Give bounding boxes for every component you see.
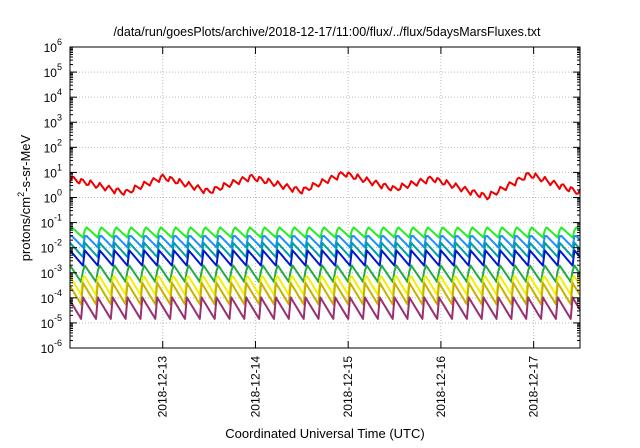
y-tick-base: 10 [44, 192, 58, 206]
series-line-0 [69, 171, 581, 201]
x-tick-label: 2018-12-16 [434, 356, 448, 418]
y-tick-exp: 6 [57, 37, 62, 47]
y-tick-base: 10 [41, 242, 55, 256]
series-line-3 [69, 241, 581, 259]
y-tick-exp: -5 [54, 313, 62, 323]
y-tick-exp: 4 [57, 87, 62, 97]
y-tick-exp: 0 [57, 188, 62, 198]
y-tick-base: 10 [41, 342, 55, 356]
y-axis: 10610510410310210110010-110-210-310-410-… [41, 37, 580, 356]
y-tick-label: 10-3 [41, 263, 62, 281]
series-line-1 [69, 226, 581, 239]
y-tick-base: 10 [44, 91, 58, 105]
x-tick-label: 2018-12-15 [341, 356, 355, 418]
chart-title: /data/run/goesPlots/archive/2018-12-17/1… [113, 25, 541, 39]
y-tick-label: 10-2 [41, 238, 62, 256]
y-tick-exp: -2 [54, 238, 62, 248]
y-axis-label-sup: 2 [16, 192, 26, 197]
y-tick-base: 10 [44, 66, 58, 80]
y-tick-base: 10 [41, 267, 55, 281]
y-tick-label: 10-4 [41, 288, 62, 306]
series-line-6 [69, 275, 581, 296]
y-tick-base: 10 [44, 41, 58, 55]
y-tick-label: 10-5 [41, 313, 62, 331]
y-tick-label: 105 [44, 62, 62, 80]
y-tick-base: 10 [41, 317, 55, 331]
y-axis-label: protons/cm2-s-sr-MeV [16, 134, 33, 261]
y-tick-exp: -6 [54, 338, 62, 348]
y-tick-exp: -4 [54, 288, 62, 298]
x-tick-label: 2018-12-14 [248, 356, 262, 418]
series-line-2 [69, 235, 581, 249]
y-tick-exp: 2 [57, 137, 62, 147]
y-axis-label-rest: -s-sr-MeV [18, 134, 33, 191]
series-layer [69, 171, 581, 320]
y-tick-label: 100 [44, 188, 62, 206]
y-tick-exp: -1 [54, 213, 62, 223]
y-tick-label: 10-6 [41, 338, 62, 356]
y-tick-base: 10 [44, 166, 58, 180]
x-tick-label: 2018-12-17 [527, 356, 541, 418]
series-line-4 [69, 249, 581, 267]
y-tick-label: 101 [44, 162, 62, 180]
y-tick-label: 102 [44, 137, 62, 155]
series-line-8 [69, 296, 581, 320]
y-tick-exp: -3 [54, 263, 62, 273]
y-tick-exp: 3 [57, 112, 62, 122]
y-tick-label: 106 [44, 37, 62, 55]
y-tick-label: 10-1 [41, 213, 62, 231]
series-line-7 [69, 281, 581, 306]
y-tick-base: 10 [44, 141, 58, 155]
y-axis-label-main: protons/cm [18, 197, 33, 261]
x-axis-label: Coordinated Universal Time (UTC) [225, 426, 424, 441]
series-line-5 [69, 264, 581, 283]
y-tick-base: 10 [41, 217, 55, 231]
y-tick-label: 103 [44, 112, 62, 130]
y-tick-exp: 1 [57, 162, 62, 172]
x-axis: 2018-12-13 2018-12-14 2018-12-15 2018-12-16… [156, 47, 541, 417]
x-tick-label: 2018-12-13 [156, 356, 170, 418]
y-tick-exp: 5 [57, 62, 62, 72]
y-tick-label: 104 [44, 87, 62, 105]
y-tick-base: 10 [44, 116, 58, 130]
y-tick-base: 10 [41, 292, 55, 306]
